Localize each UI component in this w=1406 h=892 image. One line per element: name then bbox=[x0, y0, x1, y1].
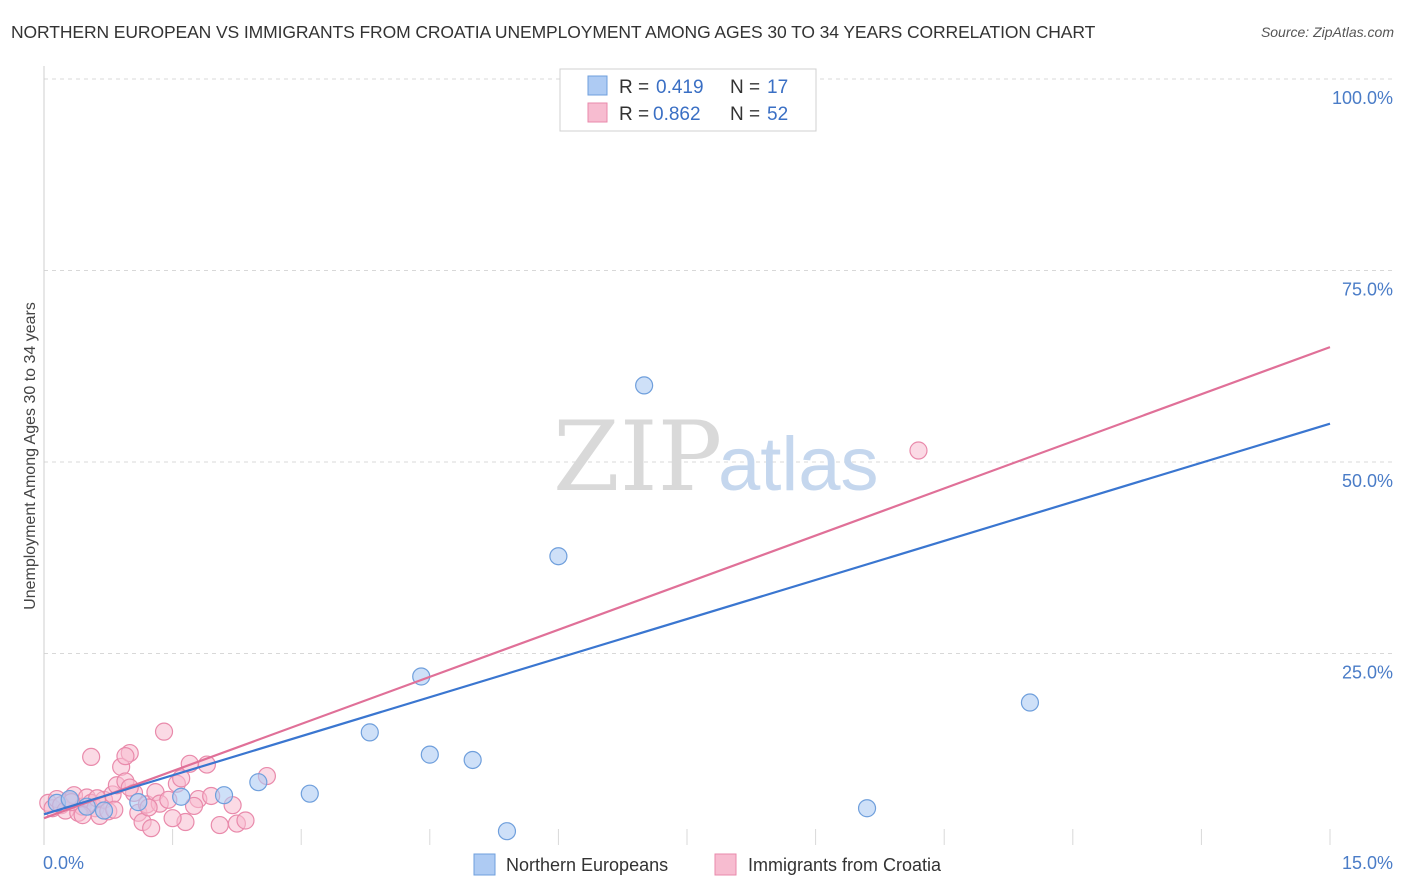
y-tick-label: 25.0% bbox=[1342, 663, 1393, 683]
legend-n-value-1: 17 bbox=[767, 77, 788, 98]
croatia-point bbox=[82, 747, 101, 767]
croatia-point bbox=[116, 747, 135, 766]
x-tick-label: 0.0% bbox=[43, 853, 84, 873]
croatia-point bbox=[163, 809, 182, 828]
northern-europeans-point bbox=[420, 745, 439, 764]
legend-r-label-2: R = bbox=[619, 104, 649, 125]
croatia-point bbox=[236, 811, 255, 830]
legend-n-label-1: N = bbox=[730, 77, 760, 98]
legend-swatch-blue bbox=[587, 75, 608, 96]
northern-europeans-point bbox=[360, 723, 379, 742]
croatia-point bbox=[154, 722, 174, 741]
y-tick-label: 75.0% bbox=[1342, 280, 1393, 300]
source-credit: Source: ZipAtlas.com bbox=[1260, 24, 1394, 40]
y-tick-label: 100.0% bbox=[1332, 88, 1393, 108]
legend-r-value-1: 0.419 bbox=[656, 77, 704, 98]
series-legend-swatch-pink bbox=[714, 853, 737, 876]
series-legend: Northern Europeans Immigrants from Croat… bbox=[473, 853, 942, 876]
legend-r-label-1: R = bbox=[619, 77, 649, 98]
northern-europeans-point bbox=[129, 793, 148, 812]
northern-europeans-point bbox=[497, 822, 517, 841]
northern-europeans-points bbox=[47, 69, 1040, 841]
northern-europeans-point bbox=[1020, 693, 1040, 712]
northern-europeans-point bbox=[94, 801, 114, 820]
watermark-zip: ZIP bbox=[553, 401, 722, 513]
legend-swatch-pink bbox=[587, 102, 608, 123]
northern-europeans-point bbox=[172, 787, 191, 806]
series-legend-swatch-blue bbox=[473, 853, 496, 876]
croatia-point bbox=[909, 441, 928, 460]
series-legend-northern-europeans: Northern Europeans bbox=[506, 855, 668, 875]
northern-europeans-point bbox=[857, 799, 877, 818]
chart-title: NORTHERN EUROPEAN VS IMMIGRANTS FROM CRO… bbox=[11, 22, 1096, 42]
northern-europeans-point bbox=[249, 773, 268, 792]
northern-europeans-point bbox=[635, 376, 654, 395]
stats-legend: R = 0.419 N = 17 R = 0.862 N = 52 bbox=[559, 68, 817, 132]
trend-lines bbox=[43, 346, 1331, 820]
northern-europeans-point bbox=[549, 547, 568, 566]
legend-n-value-2: 52 bbox=[767, 104, 788, 125]
legend-n-label-2: N = bbox=[730, 104, 760, 125]
northern-europeans-point bbox=[463, 750, 482, 770]
legend-r-value-2: 0.862 bbox=[653, 104, 701, 125]
croatia-point bbox=[210, 815, 229, 835]
croatia-point bbox=[184, 796, 204, 816]
x-tick-label: 15.0% bbox=[1342, 853, 1393, 873]
x-tick-labels: 0.0% 15.0% bbox=[43, 853, 1393, 873]
y-tick-labels: 100.0% 75.0% 50.0% 25.0% bbox=[1332, 88, 1393, 683]
croatia-trend-line bbox=[43, 346, 1331, 820]
series-legend-immigrants-from-croatia: Immigrants from Croatia bbox=[748, 855, 942, 875]
northern-europeans-trend-line bbox=[43, 422, 1331, 816]
watermark-atlas: atlas bbox=[718, 422, 879, 507]
northern-europeans-point bbox=[214, 786, 234, 805]
y-tick-label: 50.0% bbox=[1342, 471, 1393, 491]
northern-europeans-point bbox=[300, 784, 319, 803]
croatia-point bbox=[142, 819, 161, 838]
y-axis-label: Unemployment Among Ages 30 to 34 years bbox=[22, 302, 39, 610]
